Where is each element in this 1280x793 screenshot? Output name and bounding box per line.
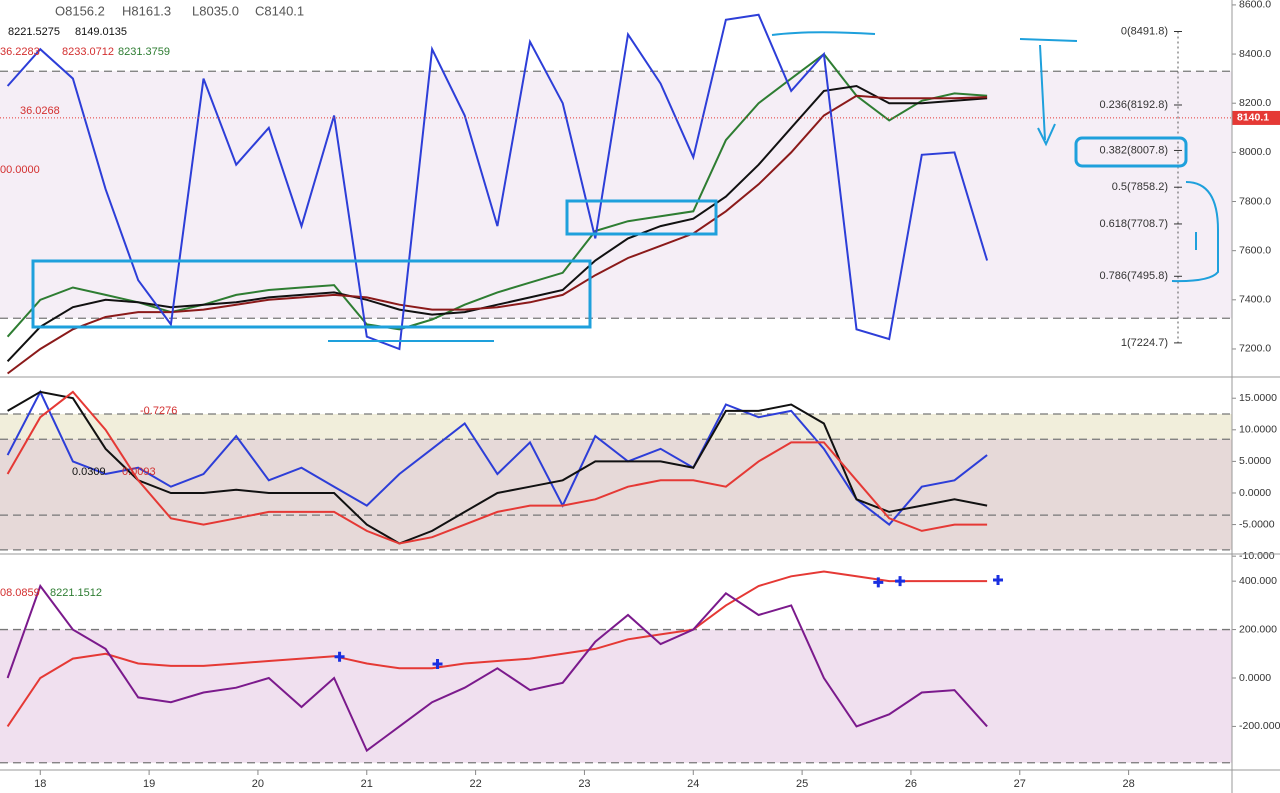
plot-area [6, 13, 989, 375]
indicator-value: 8149.0135 [75, 26, 127, 38]
x-tick-label: 22 [469, 778, 481, 790]
band [0, 629, 1232, 763]
x-tick-label: 18 [34, 778, 46, 790]
indicator-value: 00.0000 [0, 164, 40, 176]
cross-marker [432, 658, 443, 669]
y-tick-label: 7600.0 [1239, 244, 1271, 256]
x-tick-label: 28 [1122, 778, 1134, 790]
pane: 8600.0 8400.0 8200.0 8000.0 7800.0 7600.0 7400… [0, 0, 1280, 375]
pane: 400.000 200.000 0.0000 -200.000 08.0859 8221.… [0, 570, 1280, 764]
plot-area [6, 389, 988, 545]
cross-marker [873, 577, 884, 588]
annotation-box [1074, 136, 1188, 168]
y-tick-label: 7200.0 [1239, 343, 1271, 355]
y-tick-label: 8000.0 [1239, 146, 1271, 158]
x-tick-label: 20 [252, 778, 264, 790]
y-tick-label: 15.0000 [1239, 392, 1277, 404]
y-tick-label: 7800.0 [1239, 195, 1271, 207]
indicator-value: 0.0093 [122, 466, 156, 478]
cross-marker [334, 651, 345, 662]
y-tick-label: 8600.0 [1239, 0, 1271, 11]
plot-area [6, 570, 1004, 753]
indicator-value: 8231.3759 [118, 46, 170, 58]
annotation-bracket [1171, 181, 1219, 283]
current-price-label: 8140.1 [1237, 112, 1269, 124]
y-tick-label: 7400.0 [1239, 294, 1271, 306]
x-tick-label: 26 [905, 778, 917, 790]
series-line [7, 94, 988, 375]
fib-label: 1(7224.7) [1121, 337, 1168, 349]
ohlc-value: H8161.3 [122, 3, 171, 18]
series-line [6, 84, 988, 362]
y-tick-label: 8400.0 [1239, 48, 1271, 60]
current-price-tag [1232, 110, 1280, 125]
fib-label: 0.786(7495.8) [1100, 270, 1169, 282]
plot-layers: 8600.0 8400.0 8200.0 8000.0 7800.0 7600.0 7400… [0, 0, 1280, 764]
band [0, 414, 1232, 440]
x-tick-label: 25 [796, 778, 808, 790]
series-line [6, 390, 988, 545]
ohlc-value: L8035.0 [192, 3, 239, 18]
header-bg [0, 3, 290, 21]
indicator-value: 8233.0712 [62, 46, 114, 58]
ohlc-value: C8140.1 [255, 3, 304, 18]
fib-label: 0.236(8192.8) [1100, 99, 1169, 111]
x-tick-label: 19 [143, 778, 155, 790]
series-line [6, 13, 989, 351]
cross-marker [895, 576, 906, 587]
cross-marker [993, 574, 1004, 585]
ohlc-value: O8156.2 [55, 3, 105, 18]
y-tick-label: 0.0000 [1239, 487, 1271, 499]
y-tick-label: 10.0000 [1239, 424, 1277, 436]
annotation-box [31, 259, 592, 329]
annotation-arrow [1019, 38, 1078, 147]
fib-label: 0(8491.8) [1121, 25, 1168, 37]
y-tick-label: 0.0000 [1239, 672, 1271, 684]
series-line [7, 390, 988, 545]
fib-label: 0.382(8007.8) [1100, 144, 1169, 156]
annotation-line [771, 31, 876, 36]
header: O8156.2 H8161.3 L8035.0 C8140.1 [0, 3, 304, 21]
y-tick-label: -5.0000 [1239, 518, 1275, 530]
indicator-value: 36.0268 [20, 105, 60, 117]
y-tick-label: 400.000 [1239, 575, 1277, 587]
x-tick-label: 27 [1014, 778, 1026, 790]
indicator-value: 0.0309 [72, 466, 106, 478]
y-tick-label: -10.000 [1239, 550, 1275, 562]
y-tick-label: 5.0000 [1239, 455, 1271, 467]
indicator-value: 8221.1512 [50, 587, 102, 599]
pane: 15.0000 10.0000 5.0000 0.0000 -5.0000 -10.000… [0, 389, 1277, 562]
y-tick-label: 8200.0 [1239, 97, 1271, 109]
y-tick-label: 200.000 [1239, 623, 1277, 635]
annotations [31, 31, 1219, 342]
series-line [6, 570, 988, 727]
annotation-box [565, 199, 718, 236]
indicator-value: 36.2283 [0, 46, 40, 58]
y-tick-label: -200.000 [1239, 720, 1280, 732]
x-tick-label: 21 [361, 778, 373, 790]
band [0, 439, 1232, 550]
fib-label: 0.5(7858.2) [1112, 181, 1168, 193]
series-line [6, 389, 988, 526]
series-line [6, 583, 988, 753]
fib-label: 0.618(7708.7) [1100, 218, 1169, 230]
indicator-value: -0.7276 [140, 405, 177, 417]
x-tick-label: 24 [687, 778, 699, 790]
indicator-value: 8221.5275 [8, 26, 60, 38]
x-tick-label: 23 [578, 778, 590, 790]
indicator-value: 08.0859 [0, 587, 40, 599]
